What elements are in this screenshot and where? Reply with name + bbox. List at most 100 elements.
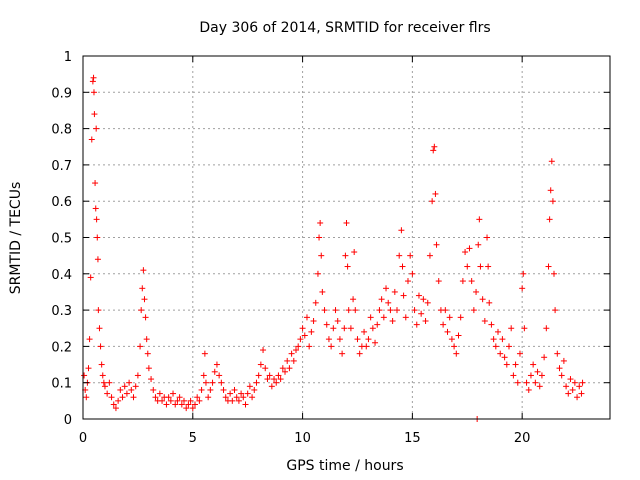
data-point xyxy=(218,379,225,386)
data-point xyxy=(404,278,411,285)
data-point xyxy=(341,325,348,332)
y-tick-label: 0.3 xyxy=(51,304,72,319)
data-point xyxy=(240,394,247,401)
y-tick-label: 0.1 xyxy=(51,377,72,392)
data-point xyxy=(413,321,420,328)
data-point xyxy=(431,143,438,150)
data-point xyxy=(106,379,113,386)
data-point xyxy=(485,263,492,270)
data-point xyxy=(295,343,302,350)
data-point xyxy=(115,397,122,404)
data-point xyxy=(211,368,218,375)
data-point xyxy=(308,328,315,335)
data-point xyxy=(90,74,97,81)
data-point xyxy=(314,270,321,277)
data-point xyxy=(144,350,151,357)
data-point xyxy=(138,307,145,314)
data-point xyxy=(112,405,119,412)
data-point xyxy=(316,234,323,241)
data-point xyxy=(227,390,234,397)
x-tick-label: 20 xyxy=(514,431,531,446)
data-point xyxy=(297,336,304,343)
data-point xyxy=(558,372,565,379)
data-point xyxy=(565,390,572,397)
data-point xyxy=(191,401,198,408)
data-point xyxy=(209,379,216,386)
data-point xyxy=(396,252,403,259)
data-point xyxy=(549,198,556,205)
data-point xyxy=(347,325,354,332)
data-point xyxy=(354,336,361,343)
data-point xyxy=(142,314,149,321)
data-point xyxy=(233,394,240,401)
data-point xyxy=(181,397,188,404)
data-point xyxy=(328,343,335,350)
data-point xyxy=(91,111,98,118)
data-point xyxy=(96,325,103,332)
data-point xyxy=(444,328,451,335)
y-tick-label: 0.7 xyxy=(51,159,72,174)
data-point xyxy=(492,343,499,350)
data-point xyxy=(411,307,418,314)
x-tick-label: 5 xyxy=(189,431,197,446)
data-point xyxy=(202,379,209,386)
data-point xyxy=(231,386,238,393)
data-point xyxy=(422,317,429,324)
data-point xyxy=(457,314,464,321)
data-point xyxy=(470,307,477,314)
y-tick-label: 0.4 xyxy=(51,268,72,283)
data-point xyxy=(85,365,92,372)
data-point xyxy=(119,394,126,401)
data-point xyxy=(260,347,267,354)
data-point xyxy=(262,365,269,372)
data-point xyxy=(536,383,543,390)
data-point xyxy=(273,379,280,386)
data-point xyxy=(440,321,447,328)
data-point xyxy=(512,361,519,368)
data-point xyxy=(310,317,317,324)
data-point xyxy=(365,336,372,343)
data-point xyxy=(94,256,101,263)
data-point xyxy=(172,401,179,408)
data-point xyxy=(170,390,177,397)
y-tick-label: 0.9 xyxy=(51,86,72,101)
data-point xyxy=(251,386,258,393)
data-point xyxy=(563,383,570,390)
data-point xyxy=(317,219,324,226)
data-point xyxy=(334,317,341,324)
data-point xyxy=(545,263,552,270)
x-tick-label: 0 xyxy=(79,431,87,446)
data-point xyxy=(306,343,313,350)
data-point xyxy=(534,368,541,375)
data-point xyxy=(196,397,203,404)
data-point xyxy=(264,376,271,383)
data-point xyxy=(369,325,376,332)
data-point xyxy=(442,307,449,314)
data-point xyxy=(372,339,379,346)
data-point xyxy=(486,299,493,306)
data-point xyxy=(117,386,124,393)
data-point xyxy=(574,394,581,401)
data-point xyxy=(448,336,455,343)
x-tick-label: 10 xyxy=(294,431,311,446)
data-point xyxy=(459,278,466,285)
data-point xyxy=(409,270,416,277)
data-point xyxy=(481,317,488,324)
data-point xyxy=(140,267,147,274)
data-point xyxy=(538,372,545,379)
data-point xyxy=(108,394,115,401)
data-point xyxy=(282,368,289,375)
data-point xyxy=(185,401,192,408)
data-point xyxy=(527,372,534,379)
data-point xyxy=(508,325,515,332)
data-point xyxy=(356,350,363,357)
data-point xyxy=(433,241,440,248)
data-point xyxy=(336,336,343,343)
data-point xyxy=(255,372,262,379)
data-point xyxy=(286,365,293,372)
data-point xyxy=(477,263,484,270)
data-point xyxy=(435,278,442,285)
data-point xyxy=(516,350,523,357)
data-point xyxy=(430,147,437,154)
